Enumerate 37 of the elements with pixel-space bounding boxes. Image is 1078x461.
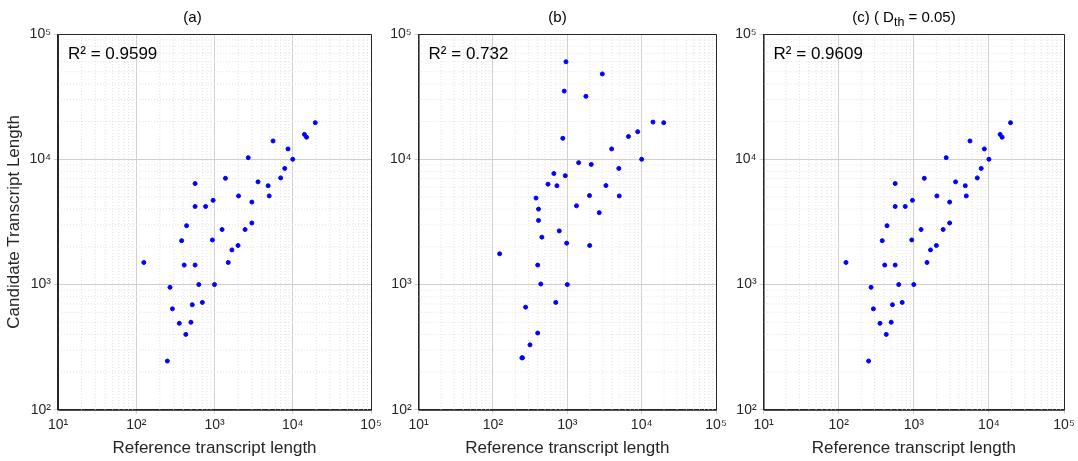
x-tick-label: 10³ (903, 416, 925, 433)
x-tick-label: 10⁴ (281, 416, 304, 433)
annotation: R² = 0.732 (428, 44, 509, 64)
x-tick-label: 10³ (557, 416, 578, 433)
chart-title: (a) (182, 8, 203, 25)
x-tick-label: 10¹ (408, 416, 430, 433)
y-tick-label: 10⁵ (735, 24, 757, 41)
x-tick-label: 10² (126, 416, 147, 433)
y-tick-label: 10⁴ (29, 150, 51, 167)
annotation: R² = 0.9609 (773, 44, 863, 64)
chart-title: (c) ( D$_{th}$ = 0.05) (852, 8, 956, 29)
y-tick-label: 10⁴ (389, 150, 412, 167)
x-tick-label: 10⁵ (1053, 416, 1075, 433)
y-tick-label: 10³ (391, 275, 412, 292)
y-tick-label: 10⁵ (29, 24, 51, 41)
y-tick-label: 10³ (736, 275, 757, 292)
y-tick-label: 10² (30, 400, 52, 417)
y-tick-label: 10³ (30, 275, 52, 292)
x-tick-label: 10⁴ (630, 416, 653, 433)
annotation: R² = 0.9599 (67, 44, 158, 64)
x-axis-title: Reference transcript length (465, 438, 670, 458)
y-tick-label: 10² (736, 400, 757, 417)
x-tick-label: 10³ (204, 416, 225, 433)
x-tick-label: 10⁴ (978, 416, 1000, 433)
y-tick-label: 10² (391, 400, 412, 417)
y-axis-title: Candidate Transcript Length (3, 115, 23, 329)
x-tick-label: 10² (828, 416, 850, 433)
x-tick-label: 10¹ (753, 416, 775, 433)
x-tick-label: 10¹ (47, 416, 69, 433)
y-tick-label: 10⁴ (734, 150, 757, 167)
x-tick-label: 10⁵ (705, 416, 727, 433)
y-tick-label: 10⁵ (390, 24, 412, 41)
x-axis-title: Reference transcript length (811, 438, 1016, 458)
x-tick-label: 10⁵ (360, 416, 382, 433)
x-tick-label: 10² (482, 416, 504, 433)
chart-title: (b) (547, 8, 568, 25)
x-axis-title: Reference transcript length (112, 438, 317, 458)
